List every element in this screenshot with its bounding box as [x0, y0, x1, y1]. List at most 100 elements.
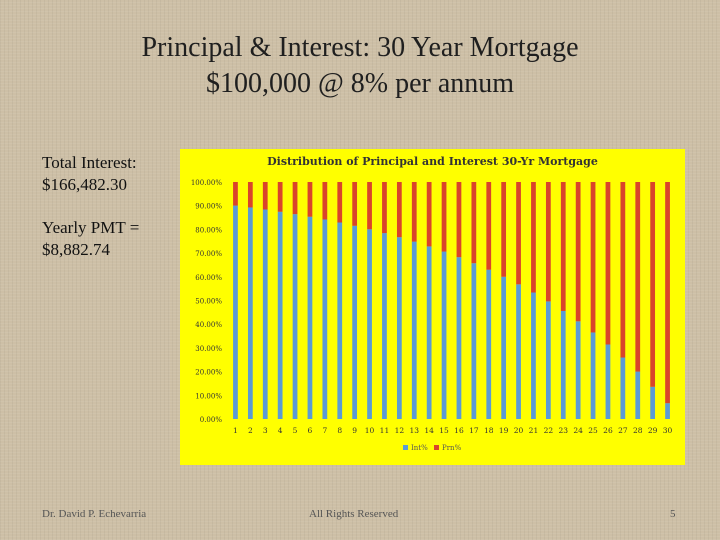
total-interest-value: $166,482.30: [42, 175, 127, 194]
legend-swatch-interest: [403, 445, 408, 450]
y-tick-label: 100.00%: [191, 179, 222, 187]
x-tick-label: 17: [469, 426, 479, 435]
x-tick-label: 14: [424, 426, 434, 435]
x-tick-label: 16: [454, 426, 464, 435]
principal-bar: [322, 182, 328, 220]
y-tick-label: 90.00%: [195, 203, 222, 211]
y-tick-label: 60.00%: [195, 274, 222, 282]
x-tick-label: 7: [322, 426, 327, 435]
chart-title: Distribution of Principal and Interest 3…: [267, 155, 598, 168]
interest-bar: [233, 205, 238, 419]
legend-swatch-principal: [434, 445, 439, 450]
interest-bar: [605, 344, 611, 419]
interest-bar: [635, 371, 641, 419]
interest-bar: [352, 225, 358, 419]
x-tick-label: 2: [248, 426, 253, 435]
footer-rights: All Rights Reserved: [309, 508, 399, 520]
y-tick-label: 40.00%: [195, 321, 222, 329]
principal-bar: [575, 182, 581, 322]
x-tick-label: 9: [352, 426, 357, 435]
title-line-1: Principal & Interest: 30 Year Mortgage: [141, 32, 579, 63]
interest-bar: [590, 332, 596, 419]
principal-bar: [441, 182, 447, 252]
interest-bar: [545, 301, 551, 419]
x-tick-label: 6: [308, 426, 313, 435]
x-tick-label: 10: [365, 426, 375, 435]
principal-bar: [247, 182, 253, 208]
interest-bar: [501, 276, 507, 419]
interest-bar: [292, 214, 298, 419]
principal-bar: [262, 182, 268, 210]
stacked-bar-chart: 0.00% 10.00% 20.00% 30.00% 40.00% 50.00% 60.00…: [191, 179, 673, 452]
interest-bar: [337, 222, 343, 419]
interest-bar: [396, 237, 402, 419]
footer-author: Dr. David P. Echevarria: [42, 508, 147, 520]
interest-bar: [650, 386, 656, 419]
y-tick-label: 0.00%: [200, 416, 223, 424]
principal-bar: [367, 182, 372, 230]
principal-bar: [516, 182, 521, 285]
interest-bar: [531, 292, 536, 419]
interest-bar: [441, 251, 447, 419]
principal-bar: [531, 182, 536, 293]
x-tick-label: 25: [588, 426, 598, 435]
interest-bar: [575, 321, 581, 419]
x-tick-label: 23: [558, 426, 568, 435]
interest-bar: [471, 263, 477, 419]
interest-bar: [426, 246, 432, 419]
slide-title: Principal & Interest: 30 Year Mortgage $…: [0, 30, 720, 102]
x-tick-label: 18: [484, 426, 494, 435]
x-tick-label: 28: [633, 426, 643, 435]
x-tick-label: 21: [529, 426, 539, 435]
y-tick-label: 70.00%: [195, 250, 222, 258]
y-tick-label: 20.00%: [195, 369, 222, 377]
y-tick-label: 10.00%: [195, 392, 222, 400]
interest-bar: [456, 257, 462, 419]
y-tick-label: 30.00%: [195, 345, 222, 353]
interest-bar: [665, 403, 670, 419]
principal-bar: [292, 182, 298, 215]
principal-bar: [590, 182, 596, 333]
x-tick-label: 11: [380, 426, 390, 435]
x-tick-label: 20: [514, 426, 524, 435]
x-tick-label: 24: [573, 426, 583, 435]
legend-label-interest: Int%: [411, 444, 428, 452]
x-tick-label: 15: [439, 426, 449, 435]
principal-bar: [352, 182, 358, 226]
interest-bar: [262, 209, 268, 419]
principal-bar: [560, 182, 566, 311]
principal-bar: [545, 182, 551, 302]
principal-bar: [396, 182, 402, 238]
principal-bar: [411, 182, 417, 242]
principal-bar: [233, 182, 238, 206]
x-tick-label: 30: [663, 426, 673, 435]
principal-bar: [456, 182, 462, 258]
title-line-2: $100,000 @ 8% per annum: [205, 68, 515, 99]
yearly-pmt-block: Yearly PMT = $8,882.74: [42, 217, 182, 261]
x-tick-label: 19: [499, 426, 509, 435]
interest-bar: [322, 219, 328, 419]
principal-bar: [277, 182, 283, 212]
interest-bar: [516, 284, 521, 419]
legend-label-principal: Prn%: [442, 444, 462, 452]
interest-bar: [307, 216, 313, 419]
principal-bar: [337, 182, 343, 223]
total-interest-label: Total Interest:: [42, 153, 137, 172]
principal-bar: [486, 182, 492, 270]
principal-bar: [471, 182, 477, 264]
y-tick-label: 80.00%: [195, 226, 222, 234]
x-tick-label: 4: [278, 426, 283, 435]
yearly-pmt-label: Yearly PMT =: [42, 218, 140, 237]
x-tick-label: 1: [233, 426, 238, 435]
principal-bar: [635, 182, 641, 372]
interest-bar: [411, 241, 417, 419]
principal-bar: [307, 182, 313, 217]
principal-bar: [501, 182, 507, 277]
interest-bar: [620, 357, 626, 419]
principal-bar: [605, 182, 611, 345]
principal-bar: [620, 182, 626, 358]
page-number: 5: [670, 508, 676, 520]
interest-bar: [486, 269, 492, 419]
x-tick-label: 27: [618, 426, 628, 435]
x-tick-label: 29: [648, 426, 658, 435]
